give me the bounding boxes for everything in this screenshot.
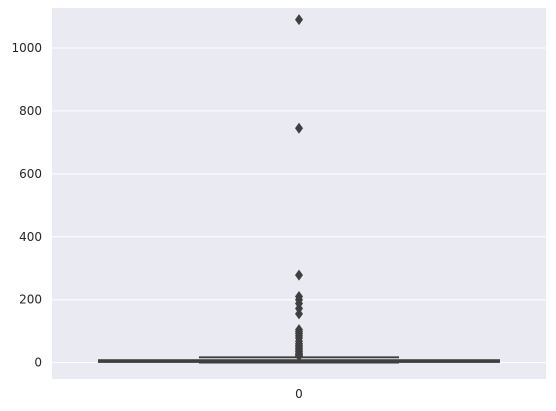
y-tick-label-1000: 1000 [11,41,42,55]
y-tick-label-600: 600 [19,167,42,181]
y-tick-label-200: 200 [19,293,42,307]
outlier-point-23 [295,350,303,362]
outlier-point-2 [295,269,303,281]
x-tick-label-0: 0 [295,387,303,401]
y-tick-label-800: 800 [19,104,42,118]
outlier-point-1 [295,122,303,134]
y-tick-label-400: 400 [19,230,42,244]
outlier-point-7 [295,308,303,320]
y-tick-label-0: 0 [34,356,42,370]
outlier-point-0 [295,14,303,26]
outlier-points [295,14,303,362]
x-tick-labels: 0 [295,387,303,401]
plot-area [52,8,546,379]
y-tick-labels: 0 200 400 600 800 1000 [11,41,42,370]
